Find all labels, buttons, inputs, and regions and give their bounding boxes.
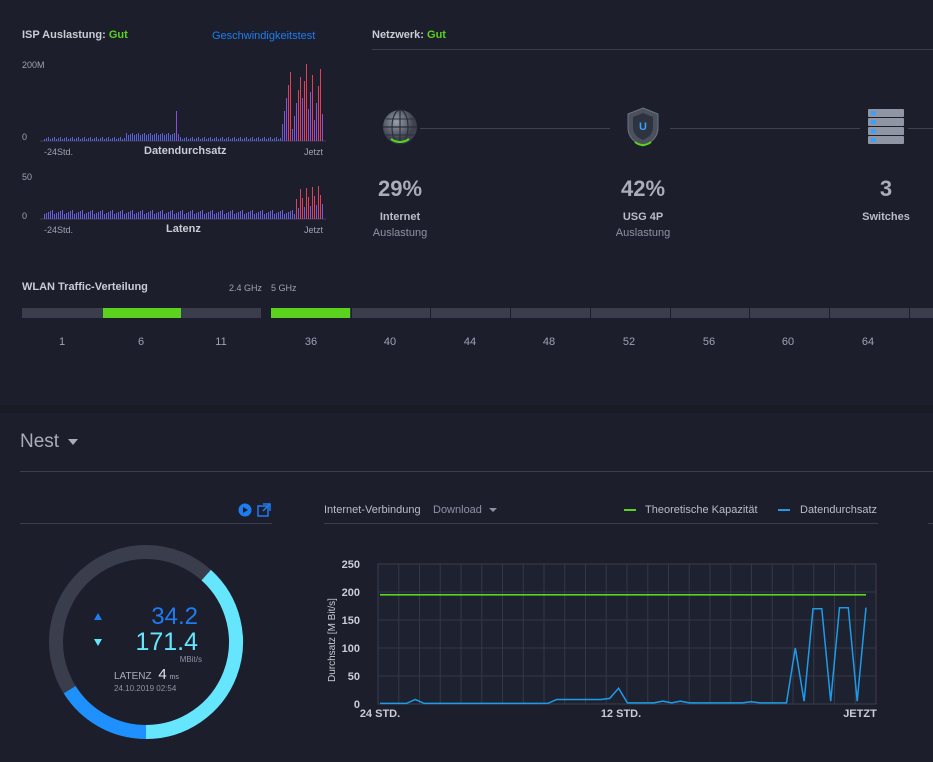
band5-bar xyxy=(271,308,933,318)
channel-1: 1 xyxy=(58,336,66,348)
channel-36: 36 xyxy=(304,336,318,348)
band5-active-channel-36 xyxy=(271,308,350,318)
globe-icon[interactable] xyxy=(382,109,418,145)
isp-status: Gut xyxy=(108,29,128,41)
network-divider xyxy=(372,49,933,50)
latency-ymin: 0 xyxy=(22,211,28,221)
band5-divider xyxy=(350,308,352,318)
download-value: 171.4 xyxy=(135,628,198,656)
site-selector[interactable]: Nest xyxy=(20,431,79,453)
throughput-ymax: 200M xyxy=(22,60,45,70)
mode-dropdown[interactable]: Download xyxy=(433,504,497,516)
channel-6: 6 xyxy=(137,336,145,348)
network-status: Gut xyxy=(427,29,446,41)
legend-capacity-swatch xyxy=(624,509,636,511)
channel-60: 60 xyxy=(781,336,795,348)
internet-sub: Auslastung xyxy=(372,227,428,239)
internet-chart: 250 200 150 100 50 0 24 STD. 12 STD. JETZT Durc… xyxy=(327,559,877,720)
chart-ytick: 250 xyxy=(342,559,360,571)
band5-divider xyxy=(669,308,671,318)
latency-xend: Jetzt xyxy=(304,225,324,235)
latency-xstart: -24Std. xyxy=(44,225,74,235)
throughput-minichart xyxy=(40,64,326,142)
chart-xtick: JETZT xyxy=(843,708,877,720)
chart-ytick: 150 xyxy=(342,615,360,627)
link-line-1 xyxy=(420,128,610,129)
link-line-2 xyxy=(670,128,860,129)
latency-minichart xyxy=(40,186,326,220)
mode-value: Download xyxy=(433,504,482,516)
band5-divider xyxy=(510,308,512,318)
band5-divider xyxy=(430,308,432,318)
network-title: Netzwerk: Gut xyxy=(372,29,446,41)
series-throughput-line xyxy=(380,606,867,705)
channel-11: 11 xyxy=(215,336,227,348)
internet-chart-title: Internet-Verbindung xyxy=(324,504,421,516)
popout-icon[interactable] xyxy=(257,503,271,517)
channel-44: 44 xyxy=(463,336,477,348)
usg-sub: Auslastung xyxy=(615,227,671,239)
band5-label: 5 GHz xyxy=(271,283,297,293)
latency-ymax: 50 xyxy=(22,172,33,182)
chart-ytick: 100 xyxy=(342,643,360,655)
play-icon[interactable] xyxy=(238,503,252,517)
download-arrow-icon xyxy=(94,639,102,646)
band5-divider xyxy=(828,308,830,318)
chart-ylabel: Durchsatz [M Bit/s] xyxy=(327,598,338,682)
chart-ytick: 0 xyxy=(354,699,360,711)
throughput-label: Datendurchsatz xyxy=(144,145,227,157)
band5-divider xyxy=(749,308,751,318)
band5-divider xyxy=(908,308,910,318)
channel-48: 48 xyxy=(542,336,556,348)
band24-label: 2.4 GHz xyxy=(229,283,263,293)
wlan-title: WLAN Traffic-Verteilung xyxy=(22,281,148,293)
chart-ytick: 200 xyxy=(342,587,360,599)
speed-gauge xyxy=(49,545,243,739)
usg-value: 42% xyxy=(620,176,666,201)
right-panel-divider xyxy=(928,523,933,524)
svg-text:U: U xyxy=(639,121,647,133)
internet-label: Internet xyxy=(379,211,421,223)
throughput-ymin: 0 xyxy=(22,132,28,142)
latency-label: Latenz xyxy=(166,223,201,235)
isp-title: ISP Auslastung: Gut xyxy=(22,29,128,41)
chevron-down-icon xyxy=(68,438,79,445)
throughput-xend: Jetzt xyxy=(304,147,324,157)
section-separator xyxy=(0,405,933,413)
upload-arrow-icon xyxy=(94,613,102,620)
band24-active-channel-6 xyxy=(103,308,181,318)
chart-ytick: 50 xyxy=(348,671,360,683)
legend-throughput-swatch xyxy=(778,509,790,511)
site-divider xyxy=(20,471,933,472)
chart-xtick: 24 STD. xyxy=(360,708,400,720)
latency-unit: ms xyxy=(169,674,179,681)
throughput-xstart: -24Std. xyxy=(44,147,74,157)
usg-label: USG 4P xyxy=(622,211,664,223)
chart-xtick: 12 STD. xyxy=(601,708,641,720)
speed-unit: MBit/s xyxy=(179,655,202,664)
channel-40: 40 xyxy=(383,336,397,348)
band5-divider xyxy=(589,308,591,318)
channel-52: 52 xyxy=(622,336,636,348)
legend-capacity[interactable]: Theoretische Kapazität xyxy=(645,504,758,516)
channel-64: 64 xyxy=(861,336,875,348)
gauge-divider xyxy=(20,523,272,524)
upload-value: 34.2 xyxy=(151,603,198,630)
internet-value: 29% xyxy=(377,176,423,201)
latency-value: 4 xyxy=(158,666,167,683)
chart-divider xyxy=(324,523,878,524)
shield-icon[interactable]: U xyxy=(625,106,661,148)
legend-throughput[interactable]: Datendurchsatz xyxy=(800,504,878,516)
switches-value: 3 xyxy=(879,176,893,201)
latency-readout: LATENZ 4 ms xyxy=(114,666,179,683)
chevron-down-icon xyxy=(488,508,497,513)
switches-label: Switches xyxy=(862,211,910,223)
switch-stack-icon[interactable] xyxy=(866,108,906,146)
link-line-3 xyxy=(908,128,933,129)
site-name: Nest xyxy=(20,431,60,452)
speedtest-link[interactable]: Geschwindigkeitstest xyxy=(212,30,316,42)
channel-56: 56 xyxy=(702,336,716,348)
gauge-timestamp: 24.10.2019 02:54 xyxy=(114,684,177,693)
